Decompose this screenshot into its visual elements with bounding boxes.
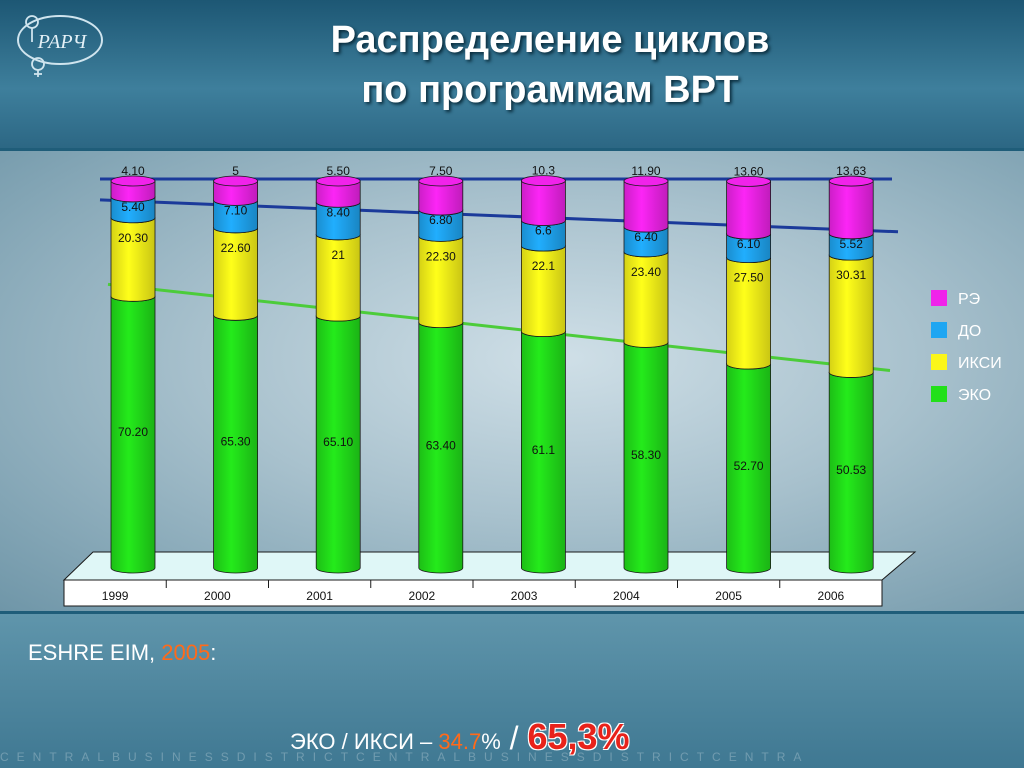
bar-segment-3-2002 — [418, 175, 464, 216]
data-label: 6.6 — [535, 223, 552, 237]
data-label: 5 — [232, 164, 239, 178]
legend-item: ДО — [931, 322, 981, 340]
data-label: 20.30 — [118, 231, 148, 245]
bar-segment-3-2004 — [623, 175, 669, 233]
data-label: 5.52 — [840, 237, 864, 251]
bar-segment-3-2005 — [726, 175, 771, 240]
data-label: 65.10 — [323, 435, 353, 449]
bar-segment-1-2002 — [418, 230, 464, 329]
data-label: 58.30 — [631, 448, 661, 462]
legend-swatch — [931, 290, 947, 306]
bar-segment-3-2006 — [828, 175, 874, 240]
footer-ratio-value: 34.7 — [438, 729, 482, 754]
legend-swatch — [931, 322, 947, 338]
footer-eshre-colon: : — [210, 640, 217, 665]
data-label: 22.60 — [221, 241, 251, 255]
data-label: 7.10 — [224, 203, 248, 217]
data-label: 30.31 — [836, 268, 866, 282]
data-label: 6.10 — [737, 237, 761, 251]
bar-segment-1-2004 — [623, 246, 669, 348]
legend-label: ИКСИ — [958, 355, 1002, 372]
bar-segment-3-2000 — [213, 175, 259, 206]
data-label: 11.90 — [631, 164, 660, 178]
x-tick-label: 2003 — [511, 589, 538, 603]
x-tick-label: 2001 — [306, 589, 333, 603]
rarch-logo: РАРЧ — [17, 15, 103, 77]
data-label: 63.40 — [426, 438, 456, 452]
legend-item: ЭКО — [931, 386, 991, 404]
legend-label: ДО — [958, 323, 981, 340]
footer-ratio-pct: % — [481, 729, 501, 754]
bar-segment-3-2001 — [315, 175, 361, 208]
footer-ratio-slash: / — [500, 720, 528, 756]
footer-ratio-prefix: ЭКО / ИКСИ – — [290, 729, 439, 754]
legend-swatch — [931, 386, 947, 402]
data-label: 70.20 — [118, 425, 148, 439]
data-label: 50.53 — [836, 463, 866, 477]
x-tick-label: 2005 — [715, 589, 742, 603]
legend-label: ЭКО — [958, 387, 991, 404]
x-tick-label: 2002 — [409, 589, 436, 603]
slide-title-line2: по программам ВРТ — [361, 69, 739, 111]
x-tick-label: 1999 — [102, 589, 129, 603]
data-label: 13.63 — [836, 164, 866, 178]
slide-title-line1: Распределение циклов — [330, 19, 770, 61]
data-label: 5.50 — [327, 164, 351, 178]
data-label: 6.40 — [634, 230, 658, 244]
data-label: 8.40 — [327, 205, 351, 219]
x-tick-label: 2006 — [818, 589, 845, 603]
x-tick-label: 2000 — [204, 589, 231, 603]
data-label: 6.80 — [429, 213, 453, 227]
data-label: 23.40 — [631, 265, 661, 279]
footer-eshre: ESHRE EIM, 2005: — [28, 640, 216, 666]
bar-segment-1-2000 — [213, 222, 259, 321]
stacked-bar-chart: 70.20 20.30 5.40 4.10 65.30 22.60 7.10 5 65.10 21… — [62, 164, 1002, 607]
legend-label: РЭ — [958, 291, 980, 308]
data-label: 65.30 — [221, 435, 251, 449]
bar-segment-1-2001 — [315, 229, 361, 322]
title-band — [0, 0, 1024, 148]
data-label: 52.70 — [734, 459, 764, 473]
footer-ratio: ЭКО / ИКСИ – 34.7% / 65,3% — [290, 716, 630, 758]
bar-segment-1-1999 — [110, 212, 156, 302]
legend-item: ИКСИ — [931, 354, 1002, 372]
logo-text: РАРЧ — [37, 31, 88, 53]
bar-segment-3-1999 — [110, 175, 156, 203]
data-label: 10.3 — [532, 164, 556, 178]
data-label: 7.50 — [429, 164, 453, 178]
data-label: 13.60 — [734, 164, 764, 178]
data-label: 5.40 — [121, 200, 145, 214]
data-label: 22.30 — [426, 249, 456, 263]
data-label: 22.1 — [532, 259, 556, 273]
legend-item: РЭ — [931, 290, 980, 308]
watermark-text: CENTRALBUSINESSDISTRICTCENTRALBUSINESSDI… — [0, 750, 810, 764]
data-label: 61.1 — [532, 443, 556, 457]
legend-swatch — [931, 354, 947, 370]
bar-segment-3-2003 — [521, 175, 566, 226]
footer-eshre-prefix: ESHRE EIM, — [28, 640, 162, 665]
bar-segment-1-2003 — [521, 240, 566, 337]
data-label: 21 — [332, 248, 346, 262]
footer-ratio-big: 65,3% — [527, 716, 630, 757]
chart-floor — [62, 551, 917, 581]
footer-eshre-year: 2005 — [161, 640, 211, 665]
data-label: 4.10 — [121, 164, 145, 178]
data-label: 27.50 — [734, 271, 764, 285]
x-tick-label: 2004 — [613, 589, 640, 603]
